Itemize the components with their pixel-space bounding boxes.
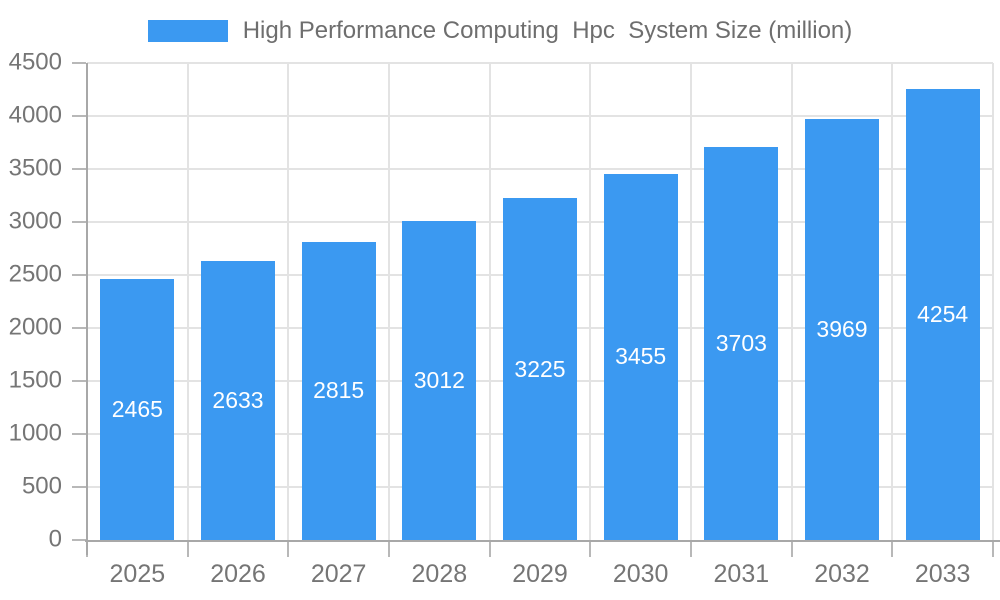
gridline-horizontal [87,115,993,117]
y-tick-label: 2000 [8,313,62,341]
y-axis-tick [72,115,86,117]
gridline-vertical [690,63,692,540]
y-axis-tick [72,62,86,64]
x-axis-tick [589,542,592,557]
x-tick-label: 2025 [109,560,166,588]
bar-value-label: 3225 [514,355,566,382]
bar[interactable]: 3455 [603,173,678,540]
x-axis-tick [992,542,994,557]
x-tick-label: 2031 [713,560,770,588]
y-axis-tick [72,539,86,541]
bar-value-label: 3703 [715,330,767,357]
y-axis-tick [72,486,86,488]
y-axis-line [86,63,88,555]
x-axis-line [85,540,1000,542]
y-tick-label: 1000 [8,419,62,447]
x-axis-tick [790,542,793,557]
x-tick-label: 2030 [612,560,669,588]
gridline-vertical [287,63,290,540]
x-axis-tick [287,542,290,557]
x-axis-tick [690,542,692,557]
bar[interactable]: 3225 [503,198,577,540]
bar[interactable]: 2465 [100,278,175,540]
x-axis-tick [186,542,189,557]
legend-swatch-icon [147,20,228,42]
gridline-vertical [891,63,894,540]
y-axis-tick [72,327,86,329]
y-tick-label: 1500 [8,366,62,394]
bar[interactable]: 4254 [905,89,980,540]
x-tick-label: 2027 [310,560,367,588]
y-axis-tick [72,168,86,170]
bar-value-label: 3012 [413,366,465,393]
bar[interactable]: 3969 [805,119,879,540]
y-tick-label: 0 [48,525,62,553]
y-tick-label: 4500 [8,48,62,76]
x-axis-tick [388,542,390,557]
plot-area: 0 500 1000 1500 2000 2500 3000 3500 4000 4500 2465… [9,48,1000,588]
bar[interactable]: 2633 [201,260,275,540]
chart-legend[interactable]: High Performance Computing Hpc System Si… [0,16,1000,46]
gridline-vertical [488,63,491,540]
gridline-horizontal [87,62,993,64]
x-axis-tick [891,542,894,557]
bar-value-label: 4254 [917,301,969,328]
x-tick-label: 2029 [512,560,568,588]
x-tick-label: 2028 [411,560,468,588]
gridline-vertical [589,63,592,540]
bar-value-label: 2815 [313,377,365,404]
bar[interactable]: 2815 [301,241,376,540]
gridline-vertical [992,63,994,540]
bar-value-label: 2465 [111,395,163,422]
legend-label: High Performance Computing Hpc System Si… [242,17,853,44]
y-axis-tick [72,433,86,435]
bar[interactable]: 3703 [704,147,779,540]
bar-value-label: 3455 [615,343,667,370]
bar-value-label: 3969 [816,316,868,343]
bar-value-label: 2633 [212,386,264,413]
y-tick-label: 3500 [8,154,62,182]
bar[interactable]: 3012 [402,220,477,540]
gridline-vertical [790,63,793,540]
x-axis-tick [488,542,491,557]
y-axis-tick [72,274,86,276]
x-tick-label: 2032 [814,560,870,588]
gridline-vertical [186,63,189,540]
x-tick-label: 2026 [210,560,266,588]
y-axis-tick [72,380,86,382]
y-tick-label: 500 [21,472,62,500]
gridline-horizontal [87,168,993,170]
y-tick-label: 4000 [8,101,62,129]
y-axis-tick [72,221,86,223]
y-tick-label: 3000 [8,207,62,235]
x-tick-label: 2033 [914,560,971,588]
y-tick-label: 2500 [8,260,62,288]
gridline-vertical [388,63,390,540]
